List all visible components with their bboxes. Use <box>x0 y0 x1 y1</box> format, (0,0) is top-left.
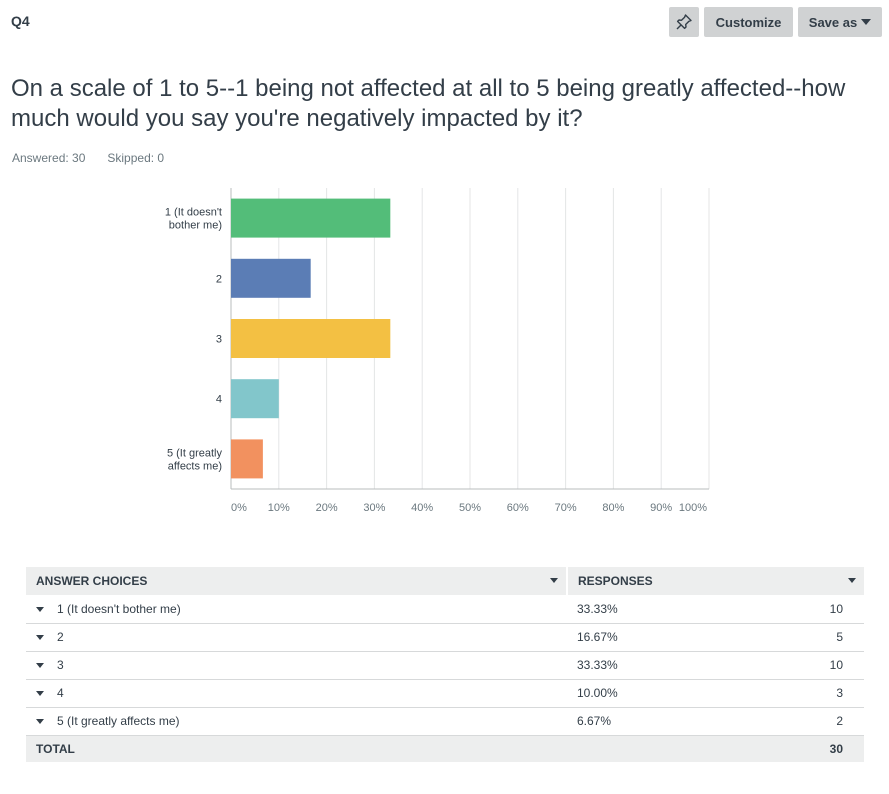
choice-label: 3 <box>57 658 64 672</box>
skipped-count: Skipped: 0 <box>107 151 165 165</box>
save-as-label: Save as <box>808 14 858 30</box>
percent-cell: 6.67% <box>567 707 744 736</box>
table-row: 4 10.00% 3 <box>26 679 864 708</box>
sort-icon[interactable] <box>848 578 856 583</box>
customize-button[interactable]: Customize <box>704 7 793 37</box>
x-tick-label: 10% <box>268 502 290 514</box>
percent-cell: 33.33% <box>567 595 744 624</box>
category-label: 2 <box>216 273 222 285</box>
header-answer-choices[interactable]: ANSWER CHOICES <box>26 567 568 595</box>
expand-icon[interactable] <box>36 663 44 669</box>
save-as-button[interactable]: Save as <box>798 7 882 37</box>
total-label: TOTAL <box>26 735 567 762</box>
count-cell: 5 <box>744 623 864 652</box>
pin-button[interactable] <box>669 7 699 37</box>
choice-cell: 4 <box>26 679 567 708</box>
total-count: 30 <box>744 735 864 762</box>
x-tick-label: 80% <box>602 502 624 514</box>
answered-count: Answered: 30 <box>12 151 86 165</box>
x-tick-label: 50% <box>459 502 481 514</box>
category-label: bother me) <box>169 220 222 232</box>
choice-cell: 1 (It doesn't bother me) <box>26 595 567 624</box>
x-tick-label: 40% <box>411 502 433 514</box>
expand-icon[interactable] <box>36 635 44 641</box>
header-responses-label: RESPONSES <box>578 574 653 588</box>
expand-icon[interactable] <box>36 607 44 613</box>
table-row: 2 16.67% 5 <box>26 623 864 652</box>
x-tick-label: 20% <box>316 502 338 514</box>
chevron-down-icon <box>861 19 872 25</box>
bar <box>231 258 311 298</box>
x-tick-label: 70% <box>555 502 577 514</box>
x-tick-label: 30% <box>363 502 385 514</box>
bar <box>231 379 279 419</box>
x-tick-label: 90% <box>650 502 672 514</box>
table-row: 3 33.33% 10 <box>26 651 864 680</box>
bar <box>231 319 391 358</box>
bar <box>231 198 391 238</box>
choice-cell: 3 <box>26 651 567 680</box>
header-responses[interactable]: RESPONSES <box>567 567 864 595</box>
header-answer-choices-label: ANSWER CHOICES <box>36 574 148 588</box>
total-spacer <box>567 735 744 762</box>
pin-icon <box>676 14 692 30</box>
question-title: On a scale of 1 to 5--1 being not affect… <box>11 75 846 132</box>
bar <box>231 439 263 479</box>
percent-cell: 16.67% <box>567 623 744 652</box>
x-tick-label: 60% <box>507 502 529 514</box>
category-label: 4 <box>216 394 222 406</box>
sort-icon[interactable] <box>550 578 558 583</box>
bar-chart: 0% 10% 20% 30% 40% 50% 60% 70% 80% 90% 100% 1 (It d… <box>165 188 710 514</box>
category-label: affects me) <box>168 460 222 472</box>
table-row: 1 (It doesn't bother me) 33.33% 10 <box>26 595 864 624</box>
count-cell: 2 <box>744 707 864 736</box>
total-row: TOTAL 30 <box>26 735 864 762</box>
response-stats: Answered: 30 Skipped: 0 <box>12 151 164 165</box>
category-label: 3 <box>216 334 222 346</box>
count-cell: 3 <box>744 679 864 708</box>
x-tick-label: 0% <box>231 502 247 514</box>
choice-label: 2 <box>57 630 64 644</box>
choice-label: 1 (It doesn't bother me) <box>57 601 181 616</box>
question-number: Q4 <box>11 13 30 29</box>
category-label: 5 (It greatly <box>167 447 223 459</box>
percent-cell: 33.33% <box>567 651 744 680</box>
choice-label: 5 (It greatly affects me) <box>57 714 180 728</box>
x-tick-label: 100% <box>679 502 707 514</box>
count-cell: 10 <box>744 595 864 624</box>
choice-label: 4 <box>57 686 64 700</box>
choice-cell: 5 (It greatly affects me) <box>26 707 567 736</box>
expand-icon[interactable] <box>36 719 44 725</box>
category-label: 1 (It doesn't <box>165 207 222 219</box>
choice-cell: 2 <box>26 623 567 652</box>
count-cell: 10 <box>744 651 864 680</box>
responses-table: ANSWER CHOICES RESPONSES 1 (It doesn't b… <box>26 567 864 762</box>
table-row: 5 (It greatly affects me) 6.67% 2 <box>26 707 864 736</box>
expand-icon[interactable] <box>36 691 44 697</box>
percent-cell: 10.00% <box>567 679 744 708</box>
toolbar: Customize Save as <box>669 7 882 37</box>
